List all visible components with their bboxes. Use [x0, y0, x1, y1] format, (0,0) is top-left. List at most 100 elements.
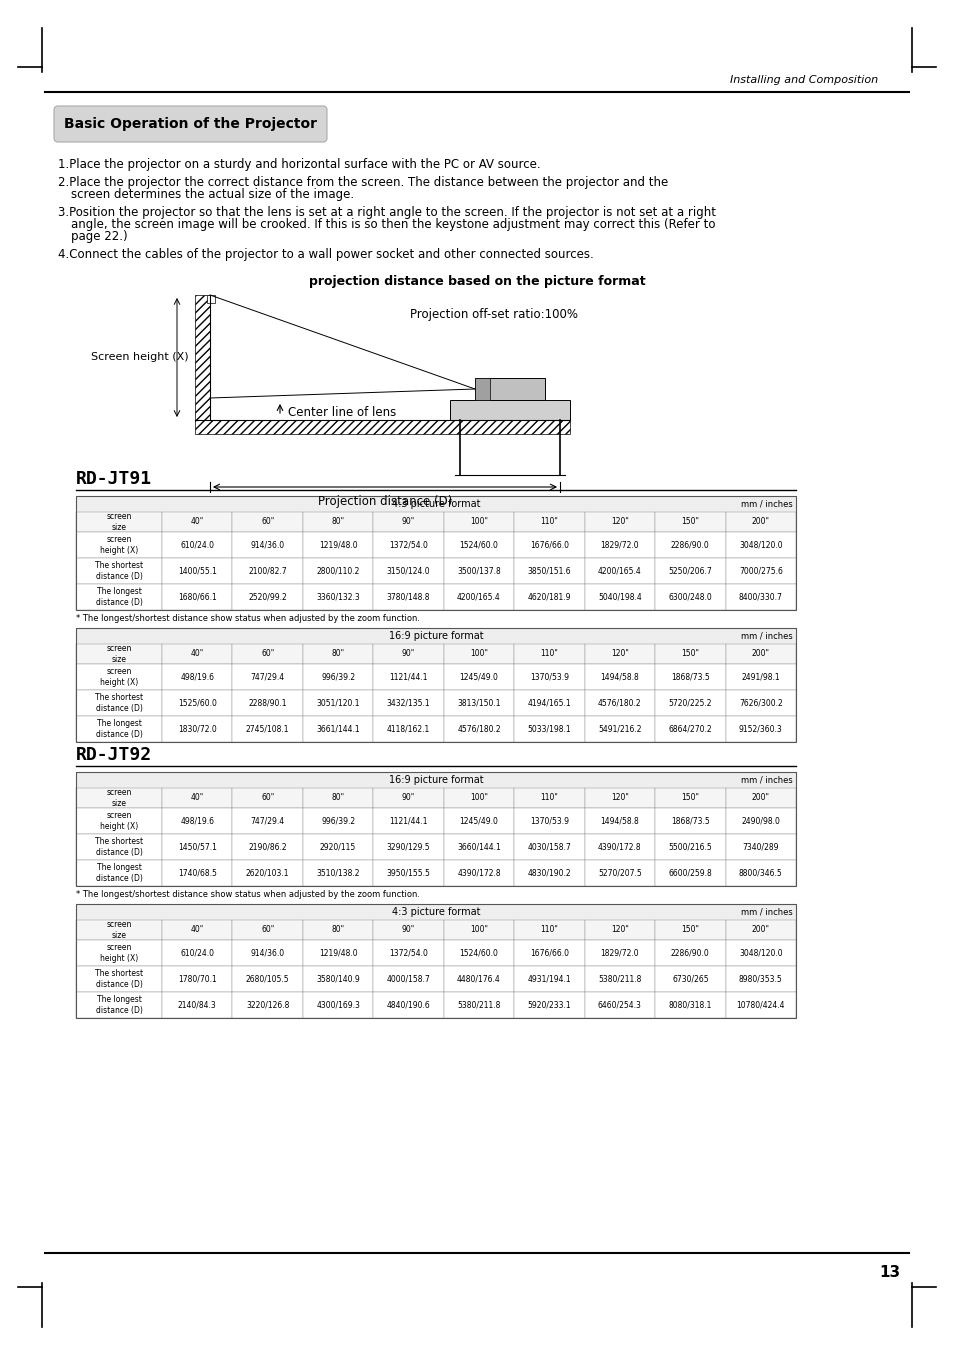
Text: 1494/58.8: 1494/58.8	[599, 673, 639, 681]
Bar	[373, 716, 443, 742]
Bar	[373, 644, 443, 663]
Bar	[162, 834, 233, 861]
Text: 90": 90"	[401, 517, 415, 527]
Text: 8400/330.7: 8400/330.7	[738, 593, 781, 601]
Bar	[373, 558, 443, 584]
Text: 4620/181.9: 4620/181.9	[527, 593, 571, 601]
Bar	[76, 771, 795, 886]
Text: 5920/233.1: 5920/233.1	[527, 1001, 571, 1009]
Text: 5033/198.1: 5033/198.1	[527, 724, 571, 734]
Text: 3150/124.0: 3150/124.0	[386, 566, 430, 576]
Bar	[373, 584, 443, 611]
Text: 1400/55.1: 1400/55.1	[177, 566, 216, 576]
Text: 4:3 picture format: 4:3 picture format	[392, 499, 479, 509]
Bar	[725, 558, 795, 584]
Bar	[584, 940, 655, 966]
Text: 4390/172.8: 4390/172.8	[456, 869, 500, 878]
Text: Installing and Composition: Installing and Composition	[729, 76, 877, 85]
Bar	[207, 295, 214, 303]
Text: 1676/66.0: 1676/66.0	[529, 540, 568, 550]
Bar	[162, 512, 233, 532]
Text: 5380/211.8: 5380/211.8	[598, 974, 641, 984]
Bar	[655, 861, 725, 886]
Bar	[514, 532, 584, 558]
Bar	[584, 788, 655, 808]
Bar	[233, 940, 302, 966]
Bar	[584, 690, 655, 716]
Bar	[655, 512, 725, 532]
Text: 13: 13	[878, 1265, 899, 1279]
Text: 1370/53.9: 1370/53.9	[529, 816, 568, 825]
Text: Projection distance (D): Projection distance (D)	[317, 494, 452, 508]
Bar	[76, 808, 162, 834]
Bar	[655, 716, 725, 742]
Bar	[443, 644, 514, 663]
Bar	[584, 663, 655, 690]
Bar	[725, 644, 795, 663]
Text: 6730/265: 6730/265	[671, 974, 708, 984]
Bar	[302, 512, 373, 532]
Bar	[302, 861, 373, 886]
Text: 5500/216.5: 5500/216.5	[668, 843, 712, 851]
Text: * The longest/shortest distance show status when adjusted by the zoom function.: * The longest/shortest distance show sta…	[76, 613, 419, 623]
Bar	[514, 920, 584, 940]
Text: 200": 200"	[751, 793, 769, 802]
Bar	[302, 992, 373, 1019]
Bar	[443, 920, 514, 940]
Bar	[76, 861, 162, 886]
Bar	[162, 788, 233, 808]
Bar	[76, 966, 162, 992]
Text: 60": 60"	[261, 517, 274, 527]
Text: 120": 120"	[610, 517, 628, 527]
Text: 150": 150"	[680, 650, 699, 658]
Text: 6460/254.3: 6460/254.3	[598, 1001, 641, 1009]
Text: 200": 200"	[751, 925, 769, 935]
Text: 80": 80"	[332, 517, 344, 527]
Bar	[162, 966, 233, 992]
Text: 498/19.6: 498/19.6	[180, 673, 214, 681]
Text: 110": 110"	[540, 650, 558, 658]
Text: 3510/138.2: 3510/138.2	[316, 869, 359, 878]
Bar	[302, 920, 373, 940]
Bar	[514, 966, 584, 992]
Bar	[373, 940, 443, 966]
Bar	[725, 940, 795, 966]
Text: 5270/207.5: 5270/207.5	[598, 869, 641, 878]
Bar	[655, 940, 725, 966]
Text: 100": 100"	[470, 925, 488, 935]
Text: 9152/360.3: 9152/360.3	[739, 724, 781, 734]
Bar	[514, 788, 584, 808]
Bar	[373, 920, 443, 940]
Text: angle, the screen image will be crooked. If this is so then the keystone adjustm: angle, the screen image will be crooked.…	[71, 218, 715, 231]
Bar	[443, 788, 514, 808]
Bar	[373, 992, 443, 1019]
Bar	[514, 644, 584, 663]
Bar	[584, 558, 655, 584]
Text: screen
height (X): screen height (X)	[100, 943, 138, 963]
Bar	[584, 532, 655, 558]
Bar	[302, 532, 373, 558]
Text: 4840/190.6: 4840/190.6	[386, 1001, 430, 1009]
Text: 110": 110"	[540, 517, 558, 527]
Text: 3850/151.6: 3850/151.6	[527, 566, 571, 576]
Text: 100": 100"	[470, 517, 488, 527]
Bar	[373, 532, 443, 558]
Bar	[76, 904, 795, 920]
Text: 1.Place the projector on a sturdy and horizontal surface with the PC or AV sourc: 1.Place the projector on a sturdy and ho…	[58, 158, 540, 172]
Text: 2491/98.1: 2491/98.1	[740, 673, 780, 681]
Text: 914/36.0: 914/36.0	[251, 540, 284, 550]
Text: 4200/165.4: 4200/165.4	[456, 593, 500, 601]
Bar	[725, 716, 795, 742]
Bar	[725, 788, 795, 808]
Text: 16:9 picture format: 16:9 picture format	[388, 631, 483, 640]
Text: 1121/44.1: 1121/44.1	[389, 816, 427, 825]
Text: 3360/132.3: 3360/132.3	[315, 593, 359, 601]
Text: 2490/98.0: 2490/98.0	[740, 816, 780, 825]
Text: 10780/424.4: 10780/424.4	[736, 1001, 784, 1009]
Bar	[655, 558, 725, 584]
Bar	[514, 808, 584, 834]
Text: 90": 90"	[401, 650, 415, 658]
Bar	[76, 690, 162, 716]
Text: 150": 150"	[680, 793, 699, 802]
Bar	[373, 512, 443, 532]
